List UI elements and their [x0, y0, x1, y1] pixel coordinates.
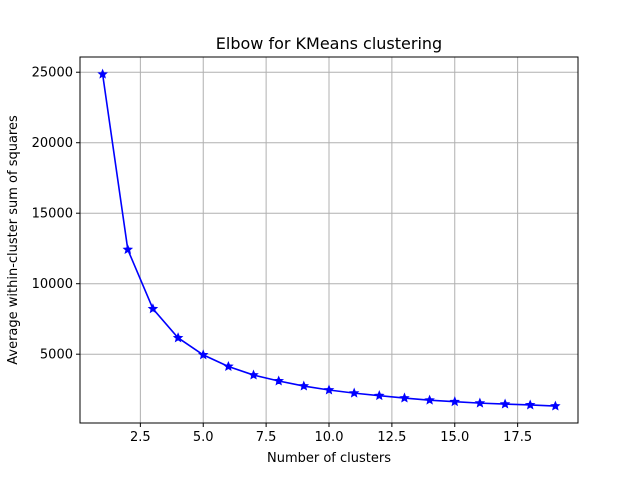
data-point-star — [399, 392, 410, 403]
y-axis-label: Average within-cluster sum of squares — [6, 115, 21, 365]
y-axis-ticks: 5000 10000 15000 20000 25000 — [32, 66, 80, 363]
data-point-star — [223, 360, 234, 371]
data-point-star — [348, 387, 360, 398]
chart-title: Elbow for KMeans clustering — [216, 34, 442, 53]
y-tick-label: 20000 — [32, 136, 73, 151]
data-point-star — [122, 244, 134, 255]
data-point-star — [424, 394, 435, 405]
x-tick-label: 10.0 — [315, 430, 344, 445]
y-tick-label: 5000 — [40, 348, 73, 363]
y-tick-label: 25000 — [32, 66, 73, 81]
x-tick-label: 12.5 — [377, 430, 406, 445]
y-tick-label: 10000 — [32, 277, 73, 292]
x-tick-label: 17.5 — [503, 430, 532, 445]
x-axis-label: Number of clusters — [267, 451, 391, 466]
data-point-star — [298, 380, 310, 391]
data-point-star — [524, 399, 536, 410]
x-tick-label: 5.0 — [193, 430, 214, 445]
x-axis-ticks: 2.5 5.0 7.5 10.0 12.5 15.0 17.5 — [130, 423, 532, 445]
data-point-star — [248, 369, 259, 380]
x-tick-label: 7.5 — [256, 430, 277, 445]
data-point-star — [474, 397, 486, 408]
x-tick-label: 15.0 — [440, 430, 469, 445]
data-point-star — [323, 384, 335, 395]
data-point-star — [273, 375, 284, 386]
data-point-star — [550, 400, 561, 411]
grid — [80, 57, 578, 423]
data-point-star — [499, 398, 511, 409]
data-point-star — [198, 349, 209, 360]
series-line — [97, 68, 561, 411]
y-tick-label: 15000 — [32, 207, 73, 222]
data-point-star — [374, 390, 385, 401]
x-tick-label: 2.5 — [130, 430, 151, 445]
data-point-star — [172, 332, 184, 343]
data-point-star — [449, 396, 460, 407]
data-point-star — [97, 68, 108, 79]
data-point-star — [147, 303, 159, 314]
